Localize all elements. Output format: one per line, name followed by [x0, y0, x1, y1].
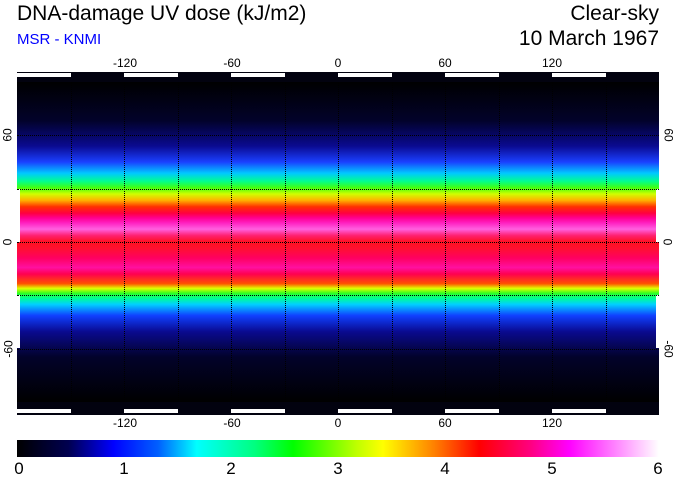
frame-tick: [445, 73, 499, 77]
lon-gridline: [178, 82, 179, 402]
frame-tick: [231, 73, 285, 77]
frame-tick: [552, 409, 606, 413]
lat-label-right: -60: [661, 340, 676, 358]
frame-tick: [656, 295, 659, 348]
frame-tick: [17, 295, 20, 348]
frame-tick: [656, 189, 659, 242]
colorbar-label: 5: [547, 459, 557, 478]
lon-label-top: -120: [112, 56, 138, 70]
lon-gridline: [124, 82, 125, 402]
lon-gridline: [231, 82, 232, 402]
frame-tick: [124, 73, 178, 77]
lat-label-left: -60: [1, 340, 16, 358]
frame-tick: [445, 409, 499, 413]
colorbar: [17, 440, 659, 457]
lon-gridline: [71, 82, 72, 402]
lon-gridline: [499, 82, 500, 402]
lon-label-bottom: 0: [334, 416, 342, 430]
lat-label-right: 60: [661, 128, 676, 142]
colorbar-label: 6: [653, 459, 663, 478]
map-date: 10 March 1967: [518, 27, 659, 50]
sky-condition: Clear-sky: [570, 2, 659, 25]
map-title: DNA-damage UV dose (kJ/m2): [17, 2, 307, 25]
colorbar-label: 2: [226, 459, 236, 478]
lon-label-bottom: -60: [223, 416, 241, 430]
frame-tick: [17, 189, 20, 242]
lon-gridline: [285, 82, 286, 402]
lon-label-top: 0: [334, 56, 342, 70]
colorbar-label: 3: [333, 459, 343, 478]
frame-tick: [231, 409, 285, 413]
lon-label-bottom: 120: [541, 416, 563, 430]
frame-tick: [338, 73, 392, 77]
lon-label-bottom: 60: [438, 416, 452, 430]
lon-gridline: [606, 82, 607, 402]
lon-label-bottom: -120: [112, 416, 138, 430]
lon-gridline: [445, 82, 446, 402]
lon-gridline: [338, 82, 339, 402]
map-source: MSR - KNMI: [17, 31, 102, 48]
frame-tick: [17, 73, 71, 77]
frame-tick: [338, 409, 392, 413]
lon-label-top: 120: [541, 56, 563, 70]
frame-tick: [124, 409, 178, 413]
lon-label-top: -60: [223, 56, 241, 70]
colorbar-label: 1: [119, 459, 129, 478]
lat-label-left: 0: [0, 238, 15, 246]
uv-dose-map: [17, 72, 659, 415]
colorbar-label: 4: [440, 459, 450, 478]
frame-tick: [552, 73, 606, 77]
lat-label-right: 0: [660, 238, 675, 246]
lon-gridline: [552, 82, 553, 402]
lon-gridline: [392, 82, 393, 402]
colorbar-label: 0: [14, 459, 24, 478]
lat-label-left: 60: [0, 128, 15, 142]
lon-label-top: 60: [438, 56, 452, 70]
frame-tick: [17, 409, 71, 413]
